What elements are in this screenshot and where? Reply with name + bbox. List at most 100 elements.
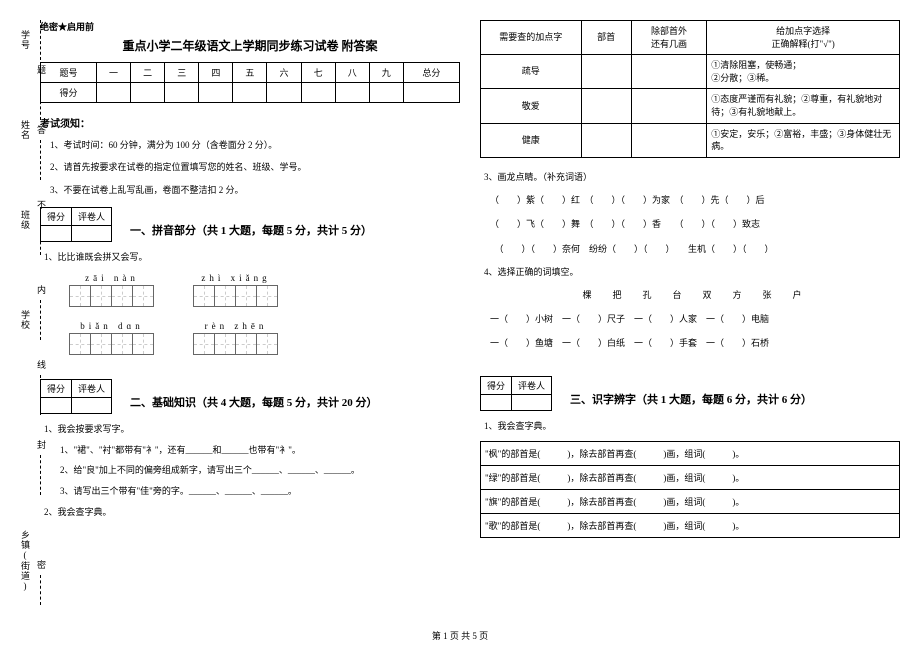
td: 评卷人 — [72, 208, 112, 226]
gutter-marker: 答 — [35, 125, 48, 134]
th: 总分 — [403, 63, 459, 83]
td-meaning: ①清除阻塞，使畅通； ②分散；③稀。 — [707, 55, 900, 89]
gutter-label: 班级 — [19, 210, 32, 230]
table-row: "枫"的部首是( )，除去部首再查( )画，组词( )。 — [481, 442, 900, 466]
td: 得分 — [41, 208, 72, 226]
tian-grid — [194, 333, 278, 355]
th: 一 — [97, 63, 131, 83]
sub-question: 1、"裙"、"衬"都带有"衤"，还有______和______也带有"衤"。 — [60, 443, 460, 457]
question-text: 2、我会查字典。 — [44, 505, 460, 519]
td-word: 健康 — [481, 123, 582, 157]
tian-grid — [70, 333, 154, 355]
question-text: 4、选择正确的词填空。 — [484, 265, 900, 279]
gutter-marker: 封 — [35, 440, 48, 449]
notice-item: 2、请首先按要求在试卷的指定位置填写您的姓名、班级、学号。 — [50, 160, 460, 174]
table-row: "歌"的部首是( )，除去部首再查( )画，组词( )。 — [481, 514, 900, 538]
gutter-dash — [40, 375, 41, 415]
fill-line: （ ）（ ）奈何 纷纷（ ）（ ） 生机（ ）（ ） — [490, 241, 900, 257]
td: "枫"的部首是( )，除去部首再查( )画，组词( )。 — [481, 442, 900, 466]
pinyin-block: rèn zhēn — [194, 321, 278, 355]
table-row: "绿"的部首是( )，除去部首再查( )画，组词( )。 — [481, 466, 900, 490]
gutter-dash — [40, 455, 41, 495]
page-title: 重点小学二年级语文上学期同步练习试卷 附答案 — [40, 37, 460, 54]
th: 七 — [301, 63, 335, 83]
sub-question: 3、请写出三个带有"佳"旁的字。______、______、______。 — [60, 484, 460, 498]
gutter-label: 学校 — [19, 310, 32, 330]
th: 八 — [335, 63, 369, 83]
notice-item: 1、考试时间：60 分钟，满分为 100 分（含卷面分 2 分）。 — [50, 138, 460, 152]
gutter-dash — [40, 140, 41, 180]
table-row: 题号 一 二 三 四 五 六 七 八 九 总分 — [41, 63, 460, 83]
fill-line: （ ）飞（ ）舞 （ ）（ ）香 （ ）（ ）致志 — [490, 216, 900, 232]
td: 得分 — [41, 379, 72, 397]
radical-lookup-table: "枫"的部首是( )，除去部首再查( )画，组词( )。 "绿"的部首是( )，… — [480, 441, 900, 538]
section-score-box: 得分评卷人 — [40, 379, 112, 414]
gutter-label: 乡镇(街道) — [19, 530, 32, 592]
question-text: 1、我会按要求写字。 — [44, 422, 460, 436]
table-row: 疏导 ①清除阻塞，使畅通； ②分散；③稀。 — [481, 55, 900, 89]
page-footer: 第 1 页 共 5 页 — [0, 629, 920, 642]
notice-item: 3、不要在试卷上乱写乱画，卷面不整洁扣 2 分。 — [50, 183, 460, 197]
table-row: 健康 ①安定，安乐；②富裕，丰盛；③身体健壮无病。 — [481, 123, 900, 157]
th: 五 — [233, 63, 267, 83]
page-body: 绝密★启用前 重点小学二年级语文上学期同步练习试卷 附答案 题号 一 二 三 四… — [0, 0, 920, 615]
section-title: 一、拼音部分（共 1 大题，每题 5 分，共计 5 分） — [130, 222, 460, 238]
question-text: 3、画龙点睛。（补充词语） — [484, 170, 900, 184]
pinyin-label: rèn zhēn — [205, 321, 268, 331]
th: 题号 — [41, 63, 97, 83]
th: 六 — [267, 63, 301, 83]
right-column: 需要查的加点字 部首 除部首外 还有几画 给加点字选择 正确解释(打"√") 疏… — [480, 20, 900, 615]
fill-line: 一（ ）鱼塘 一（ ）白纸 一（ ）手套 一（ ）石桥 — [490, 335, 900, 351]
td: 得分 — [41, 83, 97, 103]
th: 九 — [369, 63, 403, 83]
td: 评卷人 — [512, 376, 552, 394]
binding-gutter: 学号 姓名 班级 学校 乡镇(街道) 题 答 不 内 线 封 密 — [15, 0, 45, 615]
section-score-box: 得分评卷人 — [40, 207, 112, 242]
fill-line: 一（ ）小树 一（ ）尺子 一（ ）人家 一（ ）电脑 — [490, 311, 900, 327]
th: 四 — [199, 63, 233, 83]
gutter-dash — [40, 80, 41, 120]
gutter-marker: 密 — [35, 560, 48, 569]
gutter-dash — [40, 300, 41, 340]
gutter-marker: 题 — [35, 65, 48, 74]
table-row: 需要查的加点字 部首 除部首外 还有几画 给加点字选择 正确解释(打"√") — [481, 21, 900, 55]
th: 给加点字选择 正确解释(打"√") — [707, 21, 900, 55]
main-score-table: 题号 一 二 三 四 五 六 七 八 九 总分 得分 — [40, 62, 460, 103]
td: 评卷人 — [72, 379, 112, 397]
th: 二 — [131, 63, 165, 83]
gutter-marker: 不 — [35, 200, 48, 209]
td: 得分 — [481, 376, 512, 394]
gutter-dash — [40, 215, 41, 255]
section-title: 三、识字辨字（共 1 大题，每题 6 分，共计 6 分） — [570, 391, 900, 407]
pinyin-block: zāi nàn — [70, 273, 154, 307]
td-word: 敬爱 — [481, 89, 582, 123]
td: "旗"的部首是( )，除去部首再查( )画，组词( )。 — [481, 490, 900, 514]
question-text: 1、比比谁既会拼又会写。 — [44, 250, 460, 264]
gutter-label: 姓名 — [19, 120, 32, 140]
dictionary-table: 需要查的加点字 部首 除部首外 还有几画 给加点字选择 正确解释(打"√") 疏… — [480, 20, 900, 158]
th: 除部首外 还有几画 — [631, 21, 706, 55]
td-meaning: ①安定，安乐；②富裕，丰盛；③身体健壮无病。 — [707, 123, 900, 157]
th: 需要查的加点字 — [481, 21, 582, 55]
gutter-marker: 线 — [35, 360, 48, 369]
pinyin-label: biǎn dɑn — [80, 321, 143, 331]
word-bank: 棵 把 孔 台 双 方 张 户 — [490, 287, 900, 303]
pinyin-row: biǎn dɑn rèn zhēn — [70, 321, 460, 355]
pinyin-block: biǎn dɑn — [70, 321, 154, 355]
section-score-box: 得分评卷人 — [480, 376, 552, 411]
notice-title: 考试须知： — [40, 115, 460, 130]
question-text: 1、我会查字典。 — [484, 419, 900, 433]
gutter-marker: 内 — [35, 285, 48, 294]
pinyin-label: zhì xiǎng — [201, 273, 270, 283]
tian-grid — [194, 285, 278, 307]
sub-question: 2、给"良"加上不同的偏旁组成新字，请写出三个______、______、___… — [60, 463, 460, 477]
gutter-dash — [40, 575, 41, 605]
table-row: 得分 — [41, 83, 460, 103]
table-row: 敬爱 ①态度严谨而有礼貌；②尊重，有礼貌地对待；③有礼貌地献上。 — [481, 89, 900, 123]
gutter-dash — [40, 20, 41, 60]
table-row: "旗"的部首是( )，除去部首再查( )画，组词( )。 — [481, 490, 900, 514]
pinyin-row: zāi nàn zhì xiǎng — [70, 273, 460, 307]
td-word: 疏导 — [481, 55, 582, 89]
gutter-label: 学号 — [19, 30, 32, 50]
td: "歌"的部首是( )，除去部首再查( )画，组词( )。 — [481, 514, 900, 538]
